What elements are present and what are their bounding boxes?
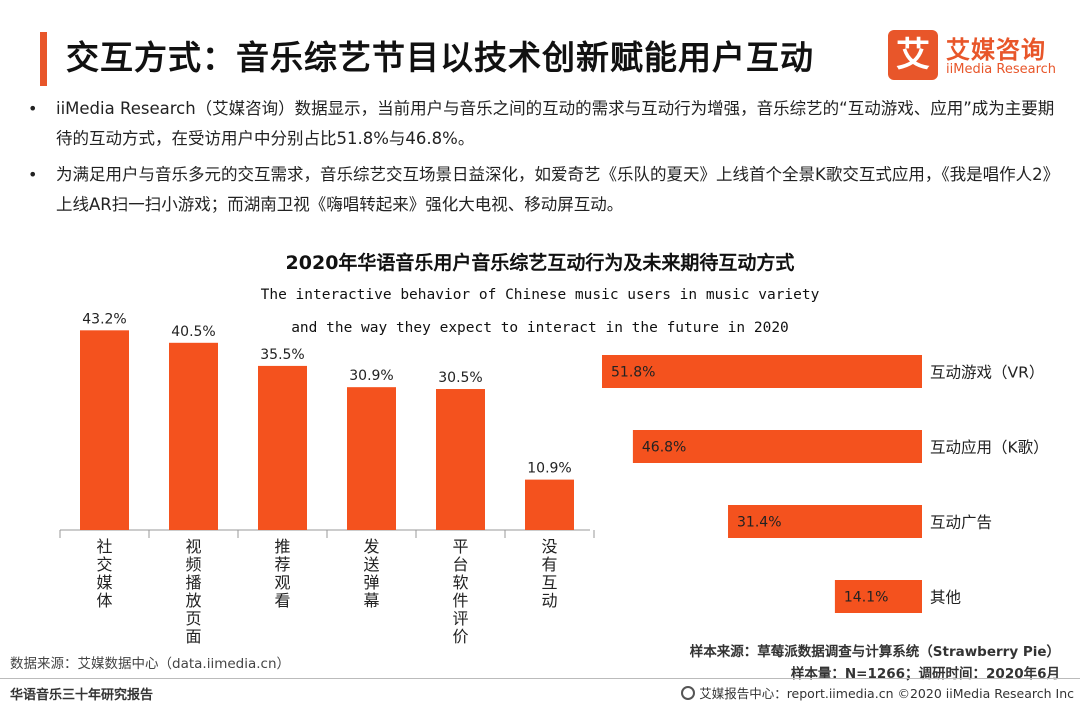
bar-value-label: 10.9% [527, 461, 571, 477]
logo-en-text: iiMedia Research [946, 62, 1057, 77]
hbar-1 [632, 430, 922, 463]
data-source: 数据来源：艾媒数据中心（data.iimedia.cn） [10, 656, 291, 672]
chart-subtitle-line1: The interactive behavior of Chinese musi… [260, 287, 820, 303]
category-char: 动 [541, 591, 557, 610]
sample-source: 样本来源：草莓派数据调查与计算系统（Strawberry Pie） [689, 644, 1060, 660]
category-label: 平台软件评价 [452, 537, 468, 646]
bar-value-label: 35.5% [260, 347, 304, 363]
bullet-item: • iiMedia Research（艾媒咨询）数据显示，当前用户与音乐之间的互… [14, 94, 1064, 154]
hbar-0 [602, 355, 922, 388]
category-char: 频 [185, 555, 201, 574]
bar-value-label: 30.9% [349, 368, 393, 384]
footer-divider [0, 678, 1080, 679]
category-char: 没 [541, 537, 557, 556]
category-char: 面 [185, 627, 201, 646]
hbar-category-label: 互动应用（K歌） [930, 438, 1049, 457]
bar-value-label: 30.5% [438, 370, 482, 386]
bar-3 [347, 387, 396, 530]
hbar-value-label: 46.8% [642, 440, 686, 456]
bar-5 [525, 479, 574, 530]
bullet-item: • 为满足用户与音乐多元的交互需求，音乐综艺交互场景日益深化，如爱奇艺《乐队的夏… [14, 160, 1064, 220]
hbar-value-label: 31.4% [737, 515, 781, 531]
bullet-dot-icon: • [28, 165, 38, 184]
bar-0 [80, 330, 129, 530]
category-char: 软 [452, 573, 468, 592]
category-char: 互 [541, 573, 557, 592]
hbar-value-label: 14.1% [844, 590, 888, 606]
chart-subtitle-line2: and the way they expect to interact in t… [291, 320, 789, 336]
category-char: 视 [185, 537, 201, 556]
logo-mark: 艾 [888, 30, 938, 80]
footer-credit-text: 艾媒报告中心：report.iimedia.cn ©2020 iiMedia R… [699, 686, 1074, 701]
category-char: 有 [541, 555, 557, 574]
footer-credit: 艾媒报告中心：report.iimedia.cn ©2020 iiMedia R… [681, 683, 1074, 702]
sample-size: 样本量：N=1266；调研时间：2020年6月 [790, 666, 1060, 682]
category-char: 平 [452, 537, 468, 556]
category-char: 页 [185, 609, 201, 628]
report-center-icon [681, 686, 696, 700]
category-char: 价 [452, 627, 468, 646]
category-char: 播 [185, 573, 201, 592]
category-label: 视频播放页面 [185, 537, 201, 646]
vertical-bar-chart: 43.2% 社交媒体 40.5% 视频播放页面 35.5% 推荐观看 30.9% 发送弹幕 30… [59, 311, 595, 646]
category-label: 没有互动 [541, 537, 557, 610]
bar-value-label: 40.5% [171, 324, 215, 340]
bar-2 [258, 365, 307, 530]
category-char: 荐 [274, 555, 290, 574]
category-char: 社 [96, 537, 112, 556]
hbar-value-label: 51.8% [611, 365, 655, 381]
chart-title: 2020年华语音乐用户音乐综艺互动行为及未来期待互动方式 [285, 252, 795, 274]
horizontal-bar-chart: 51.8% 互动游戏（VR） 46.8% 互动应用（K歌） 31.4% 互动广告 14.1%… [602, 355, 1049, 613]
category-char: 评 [452, 609, 468, 628]
category-char: 体 [96, 591, 112, 610]
page-title: 交互方式：音乐综艺节目以技术创新赋能用户互动 [66, 38, 814, 77]
bar-1 [169, 342, 218, 530]
category-char: 看 [274, 591, 290, 610]
logo-cn-text: 艾媒咨询 [946, 36, 1046, 64]
category-char: 媒 [96, 573, 112, 592]
bullet-text: 为满足用户与音乐多元的交互需求，音乐综艺交互场景日益深化，如爱奇艺《乐队的夏天》… [56, 165, 1060, 214]
hbar-3 [834, 580, 922, 613]
category-char: 交 [96, 555, 112, 574]
category-char: 件 [452, 591, 468, 610]
category-char: 台 [452, 555, 468, 574]
category-char: 弹 [363, 573, 379, 592]
hbar-category-label: 其他 [930, 589, 961, 607]
category-label: 发送弹幕 [363, 537, 379, 610]
category-label: 社交媒体 [96, 537, 112, 610]
category-char: 送 [363, 555, 379, 574]
category-char: 观 [274, 573, 290, 592]
hbar-2 [728, 505, 922, 538]
category-char: 发 [363, 537, 379, 556]
summary-bullets: • iiMedia Research（艾媒咨询）数据显示，当前用户与音乐之间的互… [14, 94, 1064, 226]
category-label: 推荐观看 [274, 537, 290, 610]
bar-value-label: 43.2% [82, 311, 126, 327]
bullet-text: iiMedia Research（艾媒咨询）数据显示，当前用户与音乐之间的互动的… [56, 99, 1055, 148]
title-accent-bar [40, 32, 47, 86]
bar-4 [436, 389, 485, 530]
category-char: 放 [185, 591, 201, 610]
category-char: 推 [274, 537, 290, 556]
category-char: 幕 [363, 591, 379, 610]
bullet-dot-icon: • [28, 99, 38, 118]
hbar-category-label: 互动广告 [930, 514, 992, 532]
footer-report-title: 华语音乐三十年研究报告 [10, 688, 154, 703]
hbar-category-label: 互动游戏（VR） [930, 364, 1044, 382]
brand-logo: 艾 艾媒咨询 iiMedia Research [888, 30, 1068, 86]
